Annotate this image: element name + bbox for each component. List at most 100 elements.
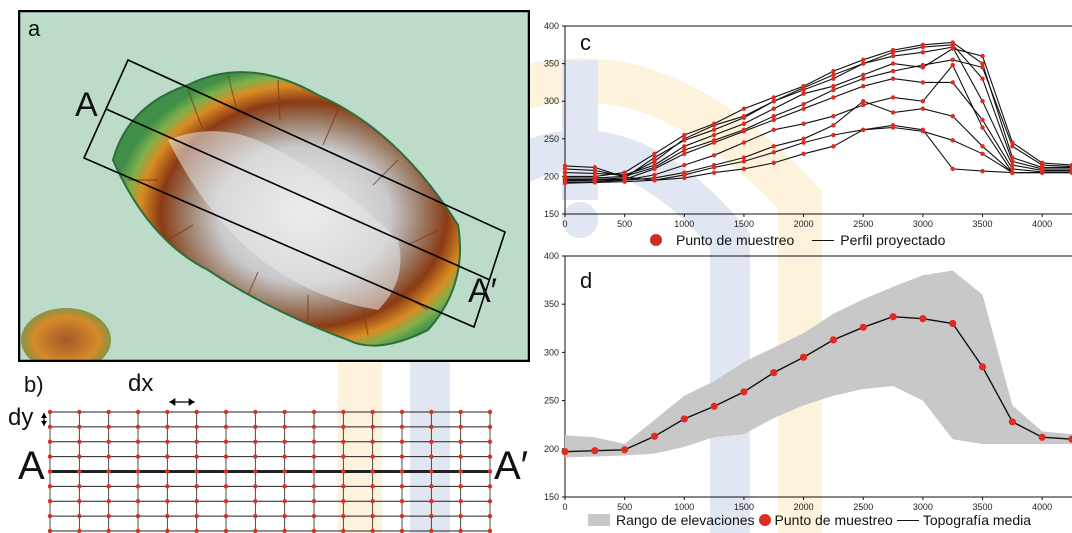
grid-sample-point: [194, 469, 199, 474]
chart-d-x-tick-label: 500: [617, 502, 632, 512]
grid-sample-point: [458, 499, 463, 504]
mean-sample-point: [799, 353, 808, 361]
grid-sample-point: [47, 528, 53, 533]
grid-sample-point: [135, 499, 141, 504]
grid-sample-point: [370, 528, 375, 533]
profile-line-9: [564, 126, 1072, 184]
mean-sample-point: [710, 402, 718, 410]
grid-sample-point: [47, 499, 53, 504]
grid-sample-point: [429, 513, 434, 519]
grid-sample-point: [282, 513, 287, 519]
grid-sample-point: [311, 513, 317, 519]
panel-a-map: a A A′: [17, 9, 531, 372]
grid-sample-point: [341, 469, 346, 474]
legend-c-item-2: Perfil proyectado: [840, 232, 946, 248]
grid-sample-point: [311, 454, 317, 459]
grid-sample-point: [487, 513, 493, 519]
grid-sample-point: [282, 424, 287, 430]
profile-sample-point: [831, 87, 836, 93]
profile-line-7: [564, 64, 1072, 182]
grid-sample-point: [458, 528, 463, 533]
grid-sample-point: [253, 528, 258, 533]
grid-sample-point: [341, 439, 346, 444]
chart-c-x-tick-label: 4000: [1032, 219, 1052, 228]
chart-c-y-tick-label: 200: [544, 171, 559, 181]
profile-sample-point: [801, 106, 806, 111]
grid-sample-point: [77, 469, 82, 474]
grid-sample-point: [458, 439, 463, 444]
profile-line-10: [564, 124, 1072, 181]
grid-sample-point: [47, 409, 53, 415]
grid-sample-point: [429, 469, 434, 474]
profile-sample-point: [831, 123, 836, 128]
grid-sample-point: [282, 409, 287, 415]
dx-arrowheads: [169, 398, 195, 406]
chart-c-x-tick-label: 500: [617, 219, 632, 228]
profile-sample-point: [682, 132, 687, 138]
grid-sample-point: [135, 513, 141, 519]
grid-sample-point: [399, 528, 405, 533]
profile-sample-point: [920, 42, 926, 47]
grid-sample-point: [399, 499, 405, 504]
profile-sample-point: [980, 65, 985, 70]
grid-sample-point: [487, 409, 493, 415]
grid-sample-point: [458, 454, 463, 459]
profile-sample-point: [920, 65, 926, 70]
chart-d-x-tick-label: 3500: [973, 502, 993, 512]
chart-c-y-tick-label: 400: [544, 21, 559, 31]
profile-line-1: [564, 59, 1072, 177]
grid-sample-point: [429, 454, 434, 459]
profile-sample-point: [890, 95, 896, 100]
profile-sample-point: [711, 153, 717, 158]
profile-line-5: [564, 46, 1072, 181]
profile-sample-point: [562, 170, 568, 175]
grid-sample-point: [106, 424, 111, 430]
grid-sample-point: [370, 484, 375, 489]
grid-sample-point: [311, 484, 317, 489]
profile-sample-point: [950, 57, 955, 63]
grid-sample-point: [77, 424, 82, 430]
profile-sample-point: [652, 166, 657, 172]
grid-sample-point: [399, 454, 405, 459]
grid-sample-point: [370, 409, 375, 415]
grid-sample-point: [429, 499, 434, 504]
profile-sample-point: [711, 121, 717, 126]
profile-sample-point: [1010, 159, 1015, 164]
mean-sample-point: [889, 313, 897, 321]
profile-sample-point: [950, 80, 955, 85]
chart-d-x-tick-label: 1500: [734, 502, 754, 512]
grid-sample-point: [311, 469, 317, 474]
mean-sample-point: [859, 323, 867, 331]
grid-sample-point: [135, 528, 141, 533]
mean-sample-point: [591, 447, 599, 455]
profile-sample-point: [771, 117, 776, 123]
grid-sample-point: [429, 424, 434, 430]
profile-sample-point: [801, 151, 806, 157]
grid-sample-point: [194, 499, 199, 504]
grid-sample-point: [77, 409, 82, 415]
profile-sample-point: [980, 125, 985, 130]
mean-sample-point: [1038, 433, 1046, 441]
grid-sample-point: [311, 409, 317, 415]
profile-line-4: [565, 41, 1072, 177]
profile-sample-point: [861, 57, 866, 63]
grid-sample-point: [341, 424, 346, 430]
panel-c-letter: c: [580, 30, 591, 55]
profile-line-8: [564, 100, 1072, 183]
grid-sample-point: [429, 484, 434, 489]
grid-sample-point: [135, 424, 141, 430]
grid-sample-point: [135, 484, 141, 489]
grid-sample-point: [77, 499, 82, 504]
profile-sample-point: [682, 172, 687, 178]
grid-start-label: A: [18, 444, 45, 488]
grid-sample-point: [311, 528, 317, 533]
chart-c-x-tick-label: 3500: [973, 219, 993, 228]
chart-d-y-tick-label: 150: [544, 492, 559, 502]
profile-sample-point: [1069, 170, 1072, 175]
grid-sample-point: [194, 424, 199, 430]
profile-sample-point: [771, 106, 776, 111]
profile-sample-point: [801, 102, 806, 107]
profile-sample-point: [562, 163, 568, 169]
panel-d-chart: 150 200 250 300 350 400 0 500 1000 1500 2000 2500 30…: [530, 250, 1072, 533]
grid-sample-point: [341, 528, 346, 533]
